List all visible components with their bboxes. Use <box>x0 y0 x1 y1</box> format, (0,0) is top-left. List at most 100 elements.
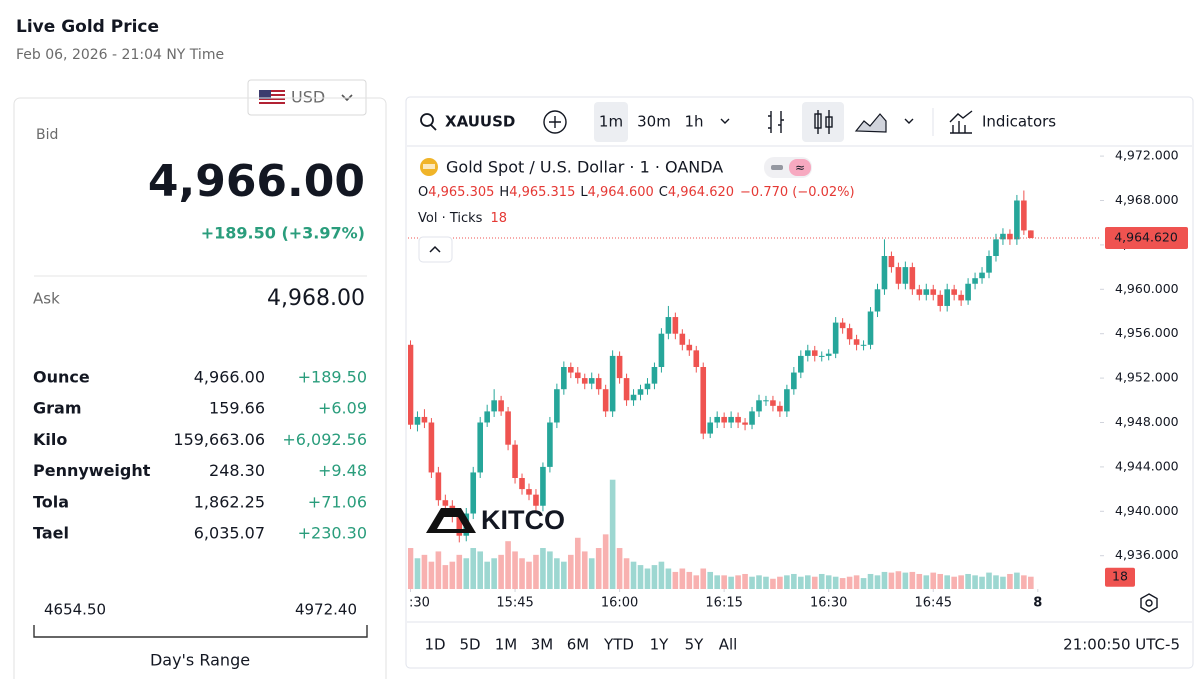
candle-body <box>491 400 497 412</box>
row-change: +71.06 <box>308 492 367 511</box>
period-button[interactable]: 1Y <box>650 636 670 654</box>
row-change: +9.48 <box>318 461 367 480</box>
candle-body <box>909 267 916 290</box>
interval[interactable]: 30m <box>637 113 671 131</box>
currency: USD <box>291 88 325 107</box>
volume-bar <box>888 572 895 589</box>
candle-body <box>784 389 790 412</box>
period-button[interactable]: 1D <box>424 636 445 654</box>
volume-bar <box>498 554 504 589</box>
indicators-label: Indicators <box>982 113 1056 131</box>
logo-text: KITCO <box>481 505 565 535</box>
symbol-search[interactable]: XAUUSD <box>420 113 515 131</box>
volume-bar <box>442 565 449 589</box>
interval[interactable]: 1h <box>684 113 703 131</box>
candle-body <box>630 394 637 401</box>
volume-bar <box>972 575 978 589</box>
candle-body <box>637 389 644 395</box>
candle-body <box>651 367 658 384</box>
volume-bar <box>651 565 658 589</box>
candle-body <box>408 344 414 425</box>
candle-body <box>798 355 804 373</box>
candle-body <box>547 422 553 467</box>
page-title: Live Gold Price <box>16 17 159 37</box>
y-tick-label: 4,956.000 <box>1115 325 1179 340</box>
range-low: 4654.50 <box>44 601 106 619</box>
candle-body <box>533 494 539 506</box>
candle-body <box>958 294 964 301</box>
candle-body <box>442 500 449 506</box>
ohlc-value: 4,965.315 <box>509 185 575 200</box>
candle-body <box>937 294 944 306</box>
interval-menu[interactable] <box>720 118 730 124</box>
candle-body <box>979 272 985 279</box>
candle-body <box>839 322 846 329</box>
candles-icon[interactable] <box>814 113 822 129</box>
svg-text:≈: ≈ <box>795 161 805 175</box>
candle-body <box>672 317 679 334</box>
volume-bar <box>512 551 518 589</box>
candle-body <box>1014 200 1020 240</box>
volume-bar <box>930 572 937 589</box>
row-name: Gram <box>33 399 82 418</box>
compare-button[interactable] <box>543 110 567 134</box>
candle-body <box>470 472 477 514</box>
interval[interactable]: 1m <box>599 113 623 131</box>
volume-bar <box>832 576 839 589</box>
active-interval-bg <box>594 102 628 142</box>
volume-bar <box>637 565 644 589</box>
candle-body <box>435 472 442 501</box>
candle-body <box>526 489 532 495</box>
indicators-button[interactable]: Indicators <box>949 110 1056 134</box>
period-button[interactable]: 3M <box>531 636 554 654</box>
candle-body <box>554 389 560 423</box>
volume-bar <box>818 573 825 589</box>
period-button[interactable]: 5Y <box>685 636 705 654</box>
row-name: Pennyweight <box>33 461 151 480</box>
settings-button[interactable] <box>1140 593 1158 613</box>
area-icon[interactable] <box>854 113 887 133</box>
period-button[interactable]: 6M <box>567 636 590 654</box>
volume-bar <box>456 554 463 589</box>
price-tag-label: 4,964.620 <box>1114 230 1178 245</box>
volume-bar <box>470 548 477 589</box>
price-table: Ounce 4,966.00 +189.50 Gram 159.66 +6.09 Kilo 1… <box>33 368 367 543</box>
row-price: 4,966.00 <box>194 368 265 387</box>
candle-body <box>923 289 930 295</box>
volume-bar <box>846 576 853 589</box>
candle-body <box>428 422 435 473</box>
volume-bar <box>721 575 727 589</box>
bars-icon[interactable] <box>768 111 784 133</box>
x-tick-label: 16:15 <box>705 596 742 611</box>
period-button[interactable]: All <box>719 636 738 654</box>
volume-bar <box>665 568 672 589</box>
candle-body <box>588 378 595 384</box>
volume-value: 18 <box>490 211 507 226</box>
volume-bar <box>435 551 442 589</box>
candle-body <box>609 355 616 412</box>
candle-body <box>686 344 693 351</box>
chart-type-menu[interactable] <box>904 118 914 124</box>
volume-bar <box>916 573 923 589</box>
volume-bar <box>777 576 783 589</box>
candle-body <box>770 400 776 406</box>
ohlc-change: −0.770 (−0.02%) <box>740 185 855 200</box>
volume-bar <box>937 573 944 589</box>
row-name: Tael <box>33 524 69 543</box>
period-button[interactable]: YTD <box>603 636 634 654</box>
ask-price: 4,968.00 <box>267 286 365 311</box>
chart-type-bg <box>802 102 844 142</box>
row-price: 6,035.07 <box>194 524 265 543</box>
collapse-button[interactable] <box>418 236 453 263</box>
period-button[interactable]: 5D <box>459 636 480 654</box>
quote-card <box>13 97 387 679</box>
volume-bar <box>491 558 497 589</box>
volume-bar <box>484 561 490 589</box>
volume-bar <box>944 575 950 589</box>
volume-bar <box>672 571 679 589</box>
candle-body <box>679 333 686 345</box>
y-tick-label: 4,944.000 <box>1115 458 1179 473</box>
period-button[interactable]: 1M <box>495 636 518 654</box>
volume-bar <box>526 561 532 589</box>
ohlc-key: L <box>580 185 588 200</box>
